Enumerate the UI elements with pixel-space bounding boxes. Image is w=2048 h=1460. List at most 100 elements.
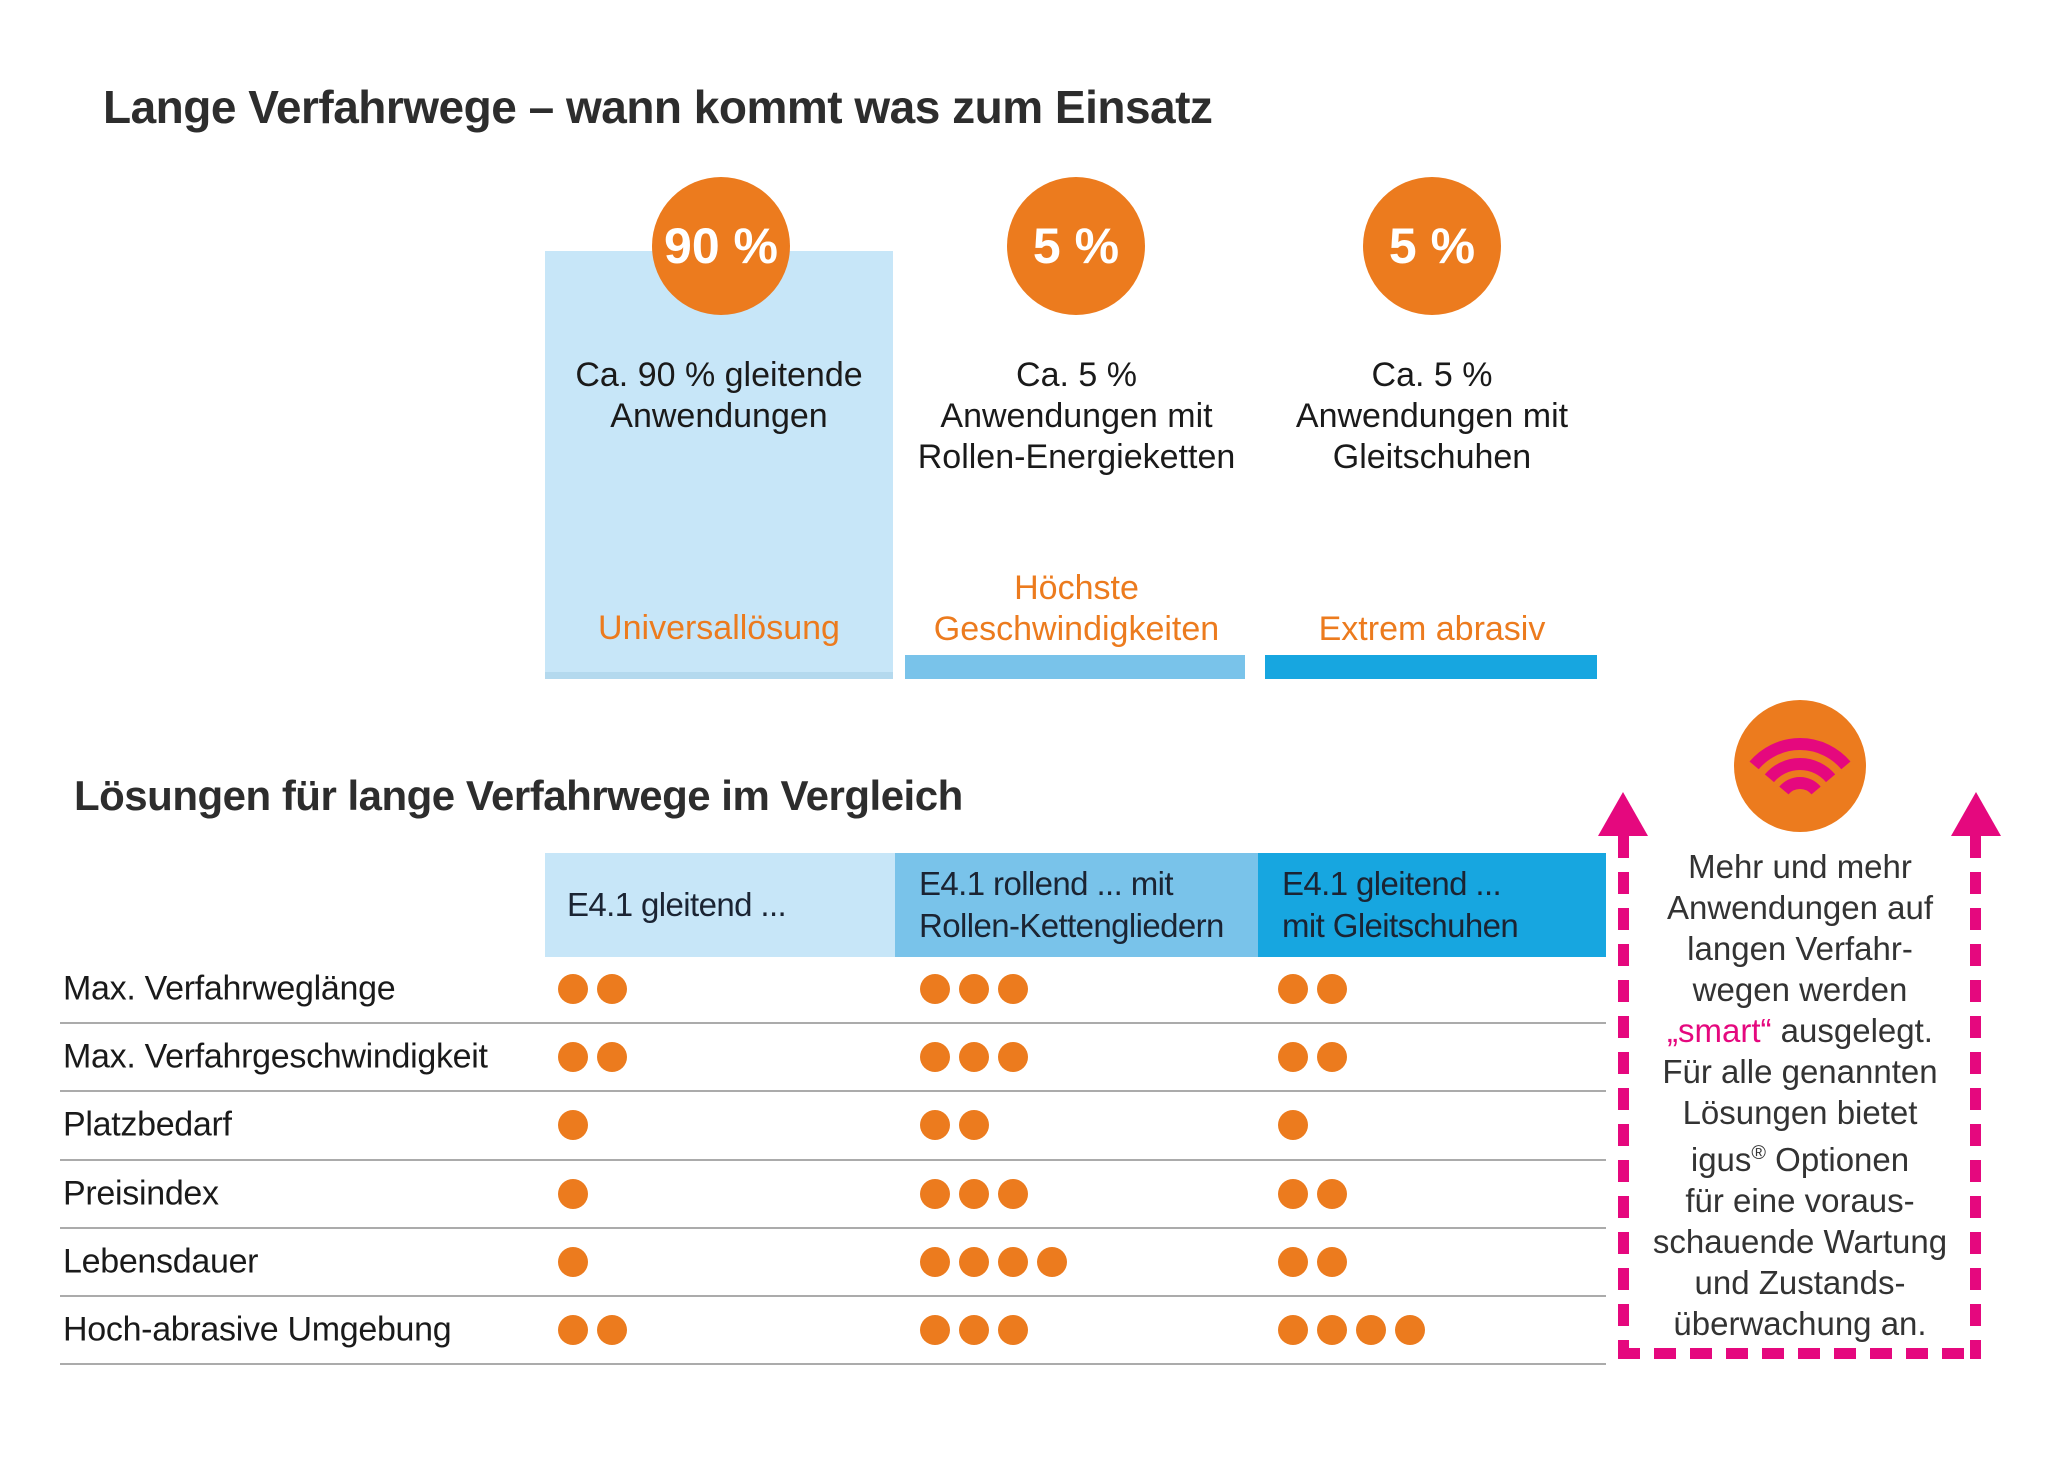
table-row: Max. Verfahrgeschwindigkeit (60, 1024, 1606, 1093)
rating-dot-icon (920, 1178, 950, 1209)
rating-dots (920, 1042, 1028, 1073)
rating-dot-icon (998, 974, 1028, 1005)
smart-wifi-icon (1734, 700, 1866, 832)
rating-dots (1278, 1315, 1425, 1346)
rating-dots (920, 1246, 1067, 1277)
rating-dot-icon (920, 1042, 950, 1073)
rating-dot-icon (959, 1315, 989, 1346)
rating-dot-icon (597, 974, 627, 1005)
arrow-up-right-icon (1951, 792, 2001, 836)
table-row: Max. Verfahrweglänge (60, 956, 1606, 1025)
rating-dot-icon (1317, 1042, 1347, 1073)
dashed-border-right (1970, 836, 1981, 1359)
rating-dot-icon (920, 1110, 950, 1141)
rating-dot-icon (597, 1042, 627, 1073)
rating-dot-icon (959, 1110, 989, 1141)
rating-dots (920, 1315, 1028, 1346)
comparison-table-rows: Max. Verfahrweglänge Max. Verfahrgeschwin… (60, 956, 1606, 1366)
tag-universalloesung: Universallösung (598, 609, 840, 647)
caption-rollen-energieketten: Ca. 5 % Anwendungen mit Rollen-Energieke… (917, 356, 1236, 476)
rating-dots (920, 1110, 989, 1141)
row-label: Platzbedarf (63, 1105, 232, 1144)
rating-dots (1278, 1178, 1347, 1209)
page-title: Lange Verfahrwege – wann kommt was zum E… (103, 81, 1213, 133)
rating-dots (558, 974, 627, 1005)
bar-dark-blue (1265, 655, 1597, 679)
rating-dot-icon (920, 1315, 950, 1346)
rating-dot-icon (558, 1110, 588, 1141)
universal-solution-box (545, 251, 893, 679)
tag-extrem-abrasiv: Extrem abrasiv (1318, 610, 1546, 648)
table-row: Preisindex (60, 1161, 1606, 1229)
rating-dot-icon (1317, 1315, 1347, 1346)
rating-dot-icon (959, 1042, 989, 1073)
rating-dot-icon (959, 1178, 989, 1209)
rating-dots (920, 974, 1028, 1005)
caption-gleitende-anwendungen: Ca. 90 % gleitende Anwendungen (575, 356, 863, 435)
rating-dot-icon (1356, 1315, 1386, 1346)
rating-dot-icon (998, 1315, 1028, 1346)
section-title: Lösungen für lange Verfahrwege im Vergle… (74, 772, 963, 819)
rating-dot-icon (558, 974, 588, 1005)
rating-dots (558, 1042, 627, 1073)
row-label: Lebensdauer (63, 1242, 259, 1281)
rating-dots (558, 1178, 588, 1209)
rating-dot-icon (558, 1178, 588, 1209)
rating-dot-icon (998, 1246, 1028, 1277)
rating-dot-icon (1395, 1315, 1425, 1346)
table-row: Hoch-abrasive Umgebung (60, 1297, 1606, 1366)
tag-hoechste-geschwindigkeiten: Höchste Geschwindigkeiten (933, 569, 1220, 648)
rating-dot-icon (1278, 1042, 1308, 1073)
percent-value: 90 % (664, 218, 778, 274)
dashed-border-left (1618, 836, 1629, 1359)
row-label: Max. Verfahrgeschwindigkeit (63, 1037, 488, 1076)
rating-dot-icon (920, 1246, 950, 1277)
rating-dot-icon (1278, 1315, 1308, 1346)
rating-dots (558, 1246, 588, 1277)
rating-dots (1278, 1110, 1308, 1141)
dashed-border-bottom (1618, 1348, 1981, 1359)
rating-dot-icon (1278, 1110, 1308, 1141)
rating-dot-icon (558, 1042, 588, 1073)
smart-note-text: Mehr und mehr Anwendungen auf langen Verfa… (1652, 848, 1948, 1342)
rating-dot-icon (920, 974, 950, 1005)
rating-dot-icon (1317, 974, 1347, 1005)
rating-dot-icon (998, 1042, 1028, 1073)
rating-dots (920, 1178, 1028, 1209)
percent-badge-90: 90 % (652, 177, 790, 315)
rating-dot-icon (1037, 1246, 1067, 1277)
rating-dots (1278, 974, 1347, 1005)
rating-dot-icon (558, 1246, 588, 1277)
row-label: Hoch-abrasive Umgebung (63, 1310, 452, 1349)
rating-dot-icon (998, 1178, 1028, 1209)
rating-dot-icon (1278, 974, 1308, 1005)
column-header-e41-gleitschuhe: E4.1 gleitend ... mit Gleitschuhen (1258, 853, 1606, 957)
smart-highlight: „smart“ (1667, 1012, 1772, 1049)
table-row: Platzbedarf (60, 1092, 1606, 1161)
rating-dots (1278, 1246, 1347, 1277)
rating-dot-icon (959, 974, 989, 1005)
percent-value: 5 % (1032, 218, 1120, 274)
table-row: Lebensdauer (60, 1229, 1606, 1297)
percent-badge-5-rollend: 5 % (1007, 177, 1145, 315)
row-label: Preisindex (63, 1174, 219, 1213)
rating-dot-icon (558, 1315, 588, 1346)
rating-dot-icon (959, 1246, 989, 1277)
rating-dots (1278, 1042, 1347, 1073)
percent-value: 5 % (1388, 218, 1476, 274)
bar-medium-blue (905, 655, 1245, 679)
column-header-e41-gleitend: E4.1 gleitend ... (545, 853, 895, 957)
caption-gleitschuhe: Ca. 5 % Anwendungen mit Gleitschuhen (1295, 356, 1569, 476)
column-header-e41-rollend: E4.1 rollend ... mit Rollen-Kettengliede… (895, 853, 1258, 957)
rating-dots (558, 1315, 627, 1346)
rating-dot-icon (1278, 1178, 1308, 1209)
rating-dot-icon (1278, 1246, 1308, 1277)
rating-dot-icon (597, 1315, 627, 1346)
rating-dots (558, 1110, 588, 1141)
rating-dot-icon (1317, 1178, 1347, 1209)
wifi-arcs (1749, 738, 1851, 795)
rating-dot-icon (1317, 1246, 1347, 1277)
percent-badge-5-gleitschuhe: 5 % (1363, 177, 1501, 315)
row-label: Max. Verfahrweglänge (63, 969, 396, 1008)
